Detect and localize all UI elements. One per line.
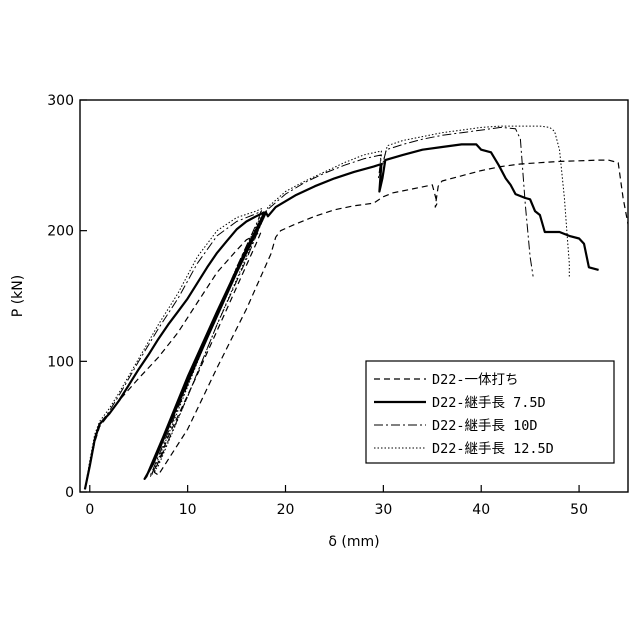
legend-label-4: D22-継手長 12.5D bbox=[432, 441, 554, 457]
x-tick-label: 40 bbox=[472, 502, 490, 518]
y-tick-label: 200 bbox=[47, 224, 74, 240]
x-tick-label: 20 bbox=[277, 502, 295, 518]
legend-label-3: D22-継手長 10D bbox=[432, 418, 538, 434]
legend-label-2: D22-継手長 7.5D bbox=[432, 395, 546, 411]
x-tick-label: 30 bbox=[374, 502, 392, 518]
x-axis-title: δ (mm) bbox=[328, 534, 379, 550]
y-tick-label: 300 bbox=[47, 93, 74, 109]
x-tick-label: 50 bbox=[570, 502, 588, 518]
x-tick-label: 0 bbox=[85, 502, 94, 518]
legend: D22-一体打ち D22-継手長 7.5D D22-継手長 10D D22-継手長 1… bbox=[366, 361, 614, 463]
x-tick-label: 10 bbox=[179, 502, 197, 518]
y-tick-label: 0 bbox=[65, 485, 74, 501]
y-tick-label: 100 bbox=[47, 354, 74, 370]
y-axis-title: P (kN) bbox=[10, 275, 26, 317]
legend-label-1: D22-一体打ち bbox=[432, 371, 519, 388]
